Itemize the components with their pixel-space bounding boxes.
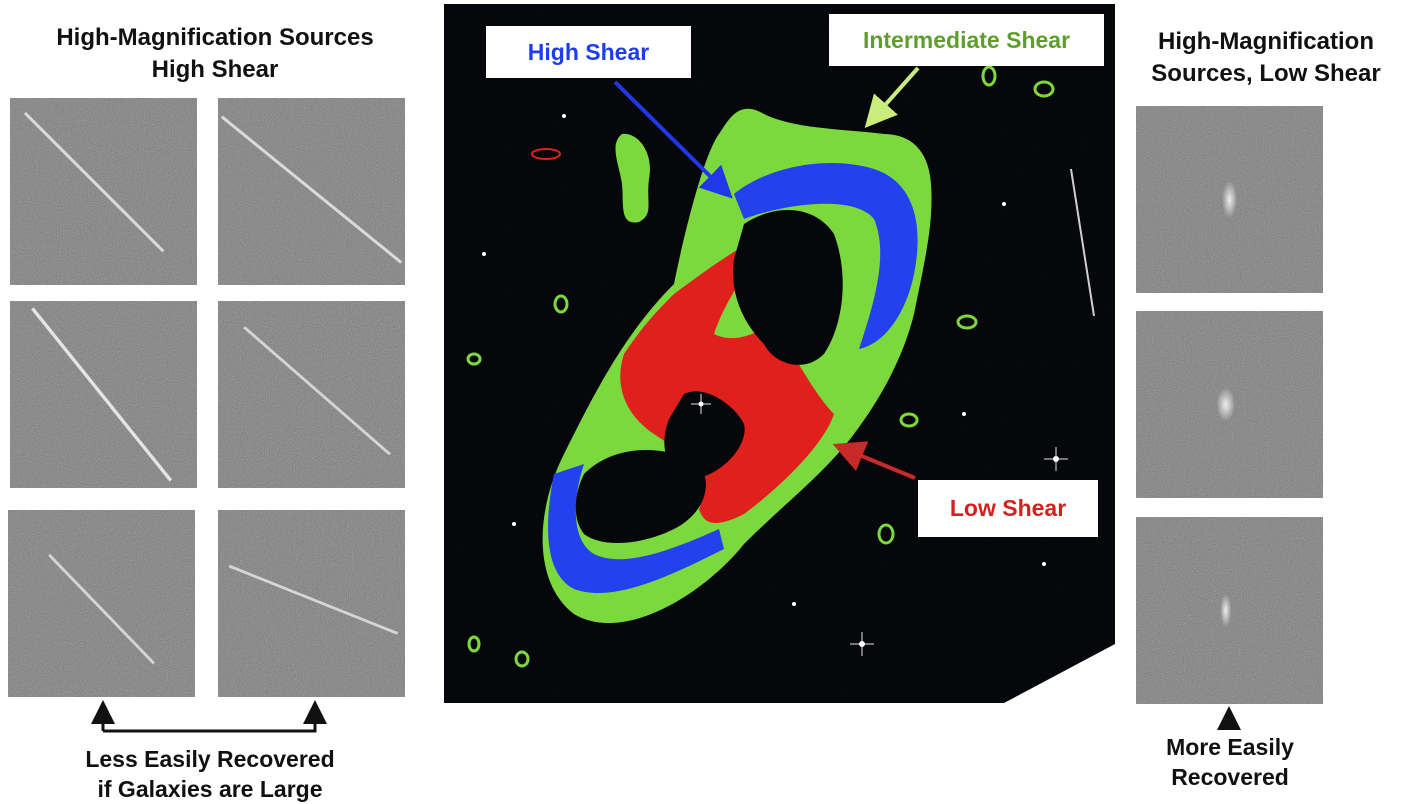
right-title-line1: High-Magnification — [1158, 28, 1374, 55]
low-shear-thumbnail-1 — [1136, 106, 1323, 293]
high-shear-thumbnail-1 — [10, 98, 197, 285]
left-title: High-Magnification Sources High Shear — [5, 22, 425, 86]
shear-map-image — [444, 4, 1115, 703]
low-shear-region — [620, 229, 834, 524]
left-caption-line1: Less Easily Recovered — [85, 746, 335, 772]
high-shear-thumbnail-6 — [218, 510, 405, 697]
high-shear-label-text: High Shear — [527, 38, 650, 65]
low-shear-thumbnail-3 — [1136, 517, 1323, 704]
left-title-line1: High-Magnification Sources — [56, 24, 374, 51]
right-title: High-Magnification Sources, Low Shear — [1126, 26, 1406, 90]
right-caption-line1: More Easily — [1166, 734, 1294, 760]
low-shear-thumbnail-2 — [1136, 311, 1323, 498]
high-shear-thumbnail-4 — [218, 301, 405, 488]
left-caption: Less Easily Recovered if Galaxies are La… — [5, 744, 415, 804]
low-shear-label: Low Shear — [918, 480, 1098, 537]
intermediate-shear-label: Intermediate Shear — [829, 14, 1104, 66]
high-shear-thumbnail-5 — [8, 510, 195, 697]
right-caption-line2: Recovered — [1171, 764, 1289, 790]
left-caption-line2: if Galaxies are Large — [97, 776, 323, 802]
right-caption: More Easily Recovered — [1110, 732, 1350, 792]
high-shear-thumbnail-3 — [10, 301, 197, 488]
right-title-line2: Sources, Low Shear — [1151, 60, 1381, 87]
left-bracket — [101, 716, 317, 733]
high-shear-region-lower — [548, 464, 724, 594]
high-shear-thumbnail-2 — [218, 98, 405, 285]
high-shear-region-upper — [734, 163, 918, 349]
left-title-line2: High Shear — [151, 56, 279, 83]
low-shear-label-text: Low Shear — [949, 495, 1067, 521]
intermediate-shear-label-text: Intermediate Shear — [862, 26, 1071, 53]
high-shear-label: High Shear — [486, 26, 691, 78]
